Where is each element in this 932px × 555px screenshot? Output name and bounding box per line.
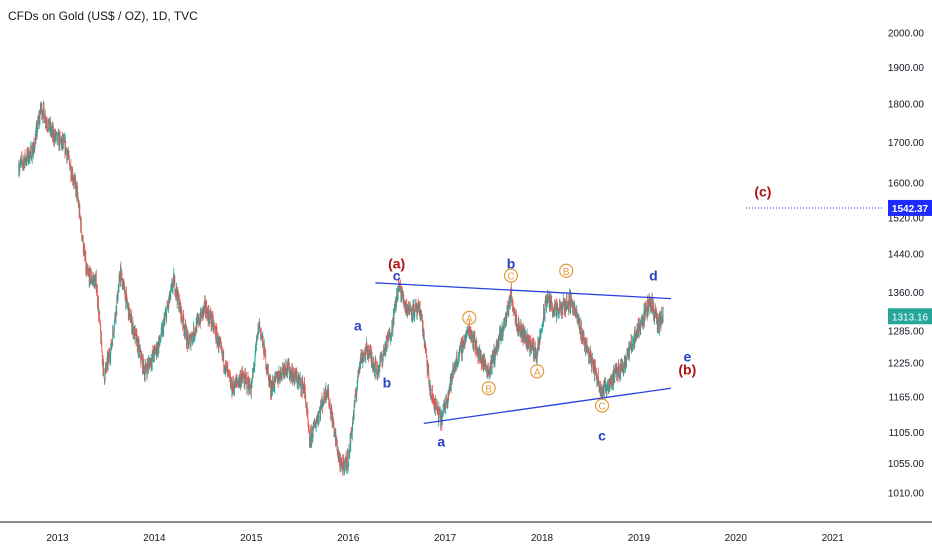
- wave-label-circle: [481, 381, 496, 396]
- wave-label-blue: d: [649, 268, 658, 284]
- x-tick-label: 2015: [240, 533, 263, 544]
- x-tick-label: 2017: [434, 533, 457, 544]
- y-tick-label: 1285.00: [888, 326, 925, 337]
- y-tick-label: 1440.00: [888, 250, 925, 261]
- y-tick-label: 1010.00: [888, 489, 925, 500]
- wave-label-red: (b): [678, 362, 696, 378]
- x-tick-label: 2019: [628, 533, 651, 544]
- wave-label-orange: A: [534, 367, 541, 378]
- wave-label-orange: C: [598, 402, 605, 413]
- wave-label-circle: [530, 364, 545, 379]
- wave-label-orange: B: [563, 267, 570, 278]
- wave-label-blue: a: [354, 318, 362, 334]
- last-price-badge: [888, 308, 932, 325]
- chart-title: CFDs on Gold (US$ / OZ), 1D, TVC: [8, 9, 198, 23]
- last-price-label: 1313.16: [892, 312, 929, 323]
- x-tick-label: 2016: [337, 533, 360, 544]
- target-price-label: 1542.37: [892, 204, 929, 215]
- target-price-badge: [888, 199, 932, 216]
- wave-label-red: (a): [388, 256, 405, 272]
- wave-label-blue: e: [683, 348, 691, 364]
- trendline-upper[interactable]: [375, 282, 671, 300]
- wave-label-blue: a: [437, 434, 445, 450]
- wave-label-red: (c): [754, 184, 771, 200]
- y-tick-label: 1105.00: [889, 428, 925, 439]
- wave-label-orange: B: [485, 384, 492, 395]
- x-tick-label: 2014: [143, 533, 166, 544]
- wave-label-orange: A: [466, 314, 473, 325]
- y-tick-label: 1700.00: [888, 138, 925, 149]
- wave-label-blue: b: [383, 375, 392, 391]
- y-tick-label: 1165.00: [889, 392, 925, 403]
- wave-label-blue: b: [507, 256, 516, 272]
- x-tick-label: 2021: [822, 533, 845, 544]
- wave-label-circle: [462, 310, 477, 325]
- y-tick-label: 2000.00: [888, 29, 925, 40]
- y-tick-label: 1800.00: [888, 99, 925, 110]
- x-tick-label: 2020: [725, 533, 748, 544]
- wave-label-blue: c: [598, 428, 606, 444]
- wave-label-circle: [503, 268, 519, 283]
- x-tick-label: 2018: [531, 533, 554, 544]
- y-tick-label: 1225.00: [888, 359, 925, 370]
- x-tick-label: 2013: [46, 533, 69, 544]
- y-tick-label: 1360.00: [888, 288, 925, 299]
- wave-label-circle: [559, 263, 574, 278]
- wave-label-orange: C: [507, 272, 514, 283]
- y-tick-label: 1600.00: [888, 179, 925, 190]
- y-tick-label: 1520.00: [888, 213, 925, 224]
- y-tick-label: 1900.00: [888, 63, 925, 74]
- y-tick-label: 1055.00: [888, 459, 925, 470]
- trendline-lower[interactable]: [423, 387, 671, 425]
- wave-label-blue: c: [393, 268, 401, 284]
- wave-label-circle: [594, 398, 610, 413]
